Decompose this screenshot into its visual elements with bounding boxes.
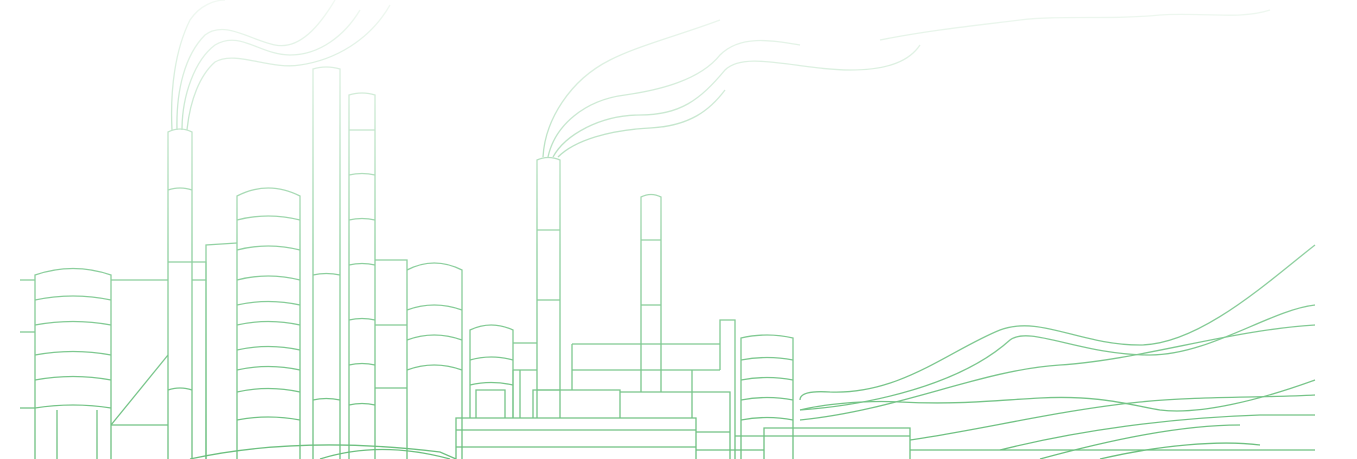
buildings-stroke <box>740 416 794 421</box>
smoke-stroke <box>542 19 721 158</box>
buildings-stroke <box>312 66 341 459</box>
left-tank-stroke <box>34 267 112 459</box>
hills-stroke <box>319 448 451 459</box>
buildings-stroke <box>236 215 301 221</box>
left-tank-stroke <box>34 404 112 409</box>
smoke-stroke <box>186 4 391 131</box>
hills-stroke <box>799 244 1316 401</box>
buildings-stroke <box>469 381 514 386</box>
left-tank-stroke <box>34 375 112 381</box>
smoke-stroke <box>176 0 336 131</box>
buildings-stroke <box>348 317 376 321</box>
buildings-stroke <box>640 193 662 392</box>
left-tank-stroke <box>34 320 112 326</box>
buildings-stroke <box>236 345 301 351</box>
buildings-stroke <box>719 319 736 459</box>
buildings-stroke <box>620 391 693 418</box>
buildings-stroke <box>532 389 621 418</box>
buildings-stroke <box>740 334 794 459</box>
buildings-stroke <box>740 356 794 361</box>
smoke-stroke <box>170 0 226 131</box>
smoke-stroke <box>879 9 1271 41</box>
buildings <box>110 66 911 459</box>
buildings-stroke <box>406 262 463 459</box>
buildings-stroke <box>406 304 463 311</box>
buildings-stroke <box>312 272 341 276</box>
smoke-stroke <box>547 39 801 158</box>
buildings-stroke <box>192 261 207 281</box>
buildings-stroke <box>236 365 301 371</box>
buildings-stroke <box>406 334 463 341</box>
hills-stroke <box>999 414 1315 451</box>
buildings-stroke <box>406 364 463 371</box>
smoke-stroke <box>181 9 361 131</box>
hills-stroke <box>1039 424 1241 459</box>
buildings-stroke <box>236 245 301 251</box>
buildings-stroke <box>236 300 301 306</box>
buildings-stroke <box>571 343 720 390</box>
buildings-stroke <box>167 187 193 191</box>
buildings-stroke <box>691 370 731 459</box>
buildings-stroke <box>236 275 301 281</box>
left-tank-stroke <box>34 350 112 356</box>
buildings-stroke <box>740 376 794 381</box>
smoke-stroke <box>557 89 726 158</box>
buildings-stroke <box>236 320 301 326</box>
buildings-stroke <box>469 356 514 361</box>
buildings-stroke <box>348 217 376 221</box>
hills-stroke <box>799 304 1316 411</box>
buildings-stroke <box>236 416 301 421</box>
buildings-stroke <box>469 324 514 418</box>
buildings-stroke <box>236 187 301 459</box>
buildings-stroke <box>167 387 193 391</box>
buildings-stroke <box>110 354 169 426</box>
buildings-stroke <box>375 259 408 459</box>
left-tank <box>20 267 112 459</box>
left-tank-stroke <box>34 295 112 301</box>
buildings-stroke <box>348 172 376 176</box>
buildings-stroke <box>348 92 376 459</box>
buildings-stroke <box>348 362 376 366</box>
smoke-stroke <box>552 44 921 158</box>
buildings-stroke <box>740 396 794 401</box>
buildings-stroke <box>512 342 537 418</box>
buildings-stroke <box>312 397 341 401</box>
hills-stroke <box>799 379 1316 412</box>
buildings-stroke <box>348 262 376 266</box>
buildings-stroke <box>167 128 193 459</box>
buildings-stroke <box>236 387 301 393</box>
hills-stroke <box>189 444 457 459</box>
hills-stroke <box>909 394 1316 441</box>
buildings-stroke <box>205 242 238 459</box>
hills-stroke <box>1099 442 1261 459</box>
buildings-stroke <box>763 427 911 459</box>
hills-stroke <box>799 324 1316 421</box>
buildings-stroke <box>455 417 697 459</box>
buildings-stroke <box>536 156 561 418</box>
buildings-stroke <box>475 389 506 418</box>
smoke <box>170 0 1271 158</box>
buildings-stroke <box>348 402 376 406</box>
hills <box>189 244 1316 459</box>
